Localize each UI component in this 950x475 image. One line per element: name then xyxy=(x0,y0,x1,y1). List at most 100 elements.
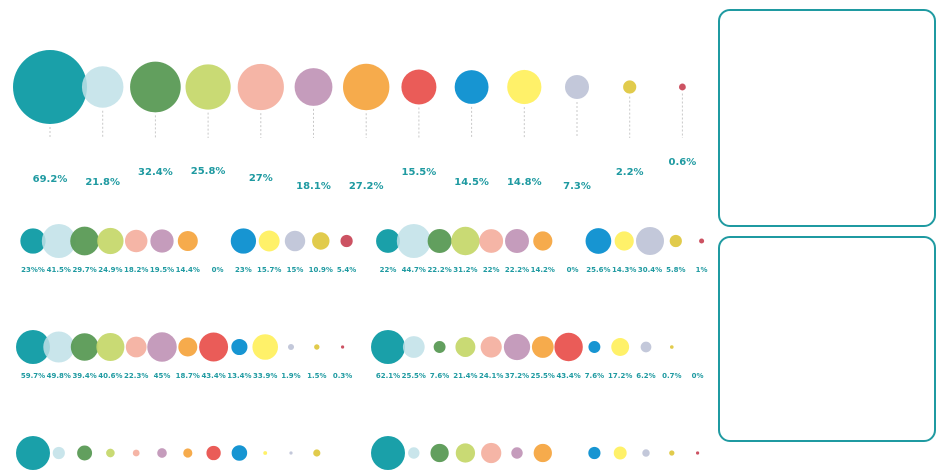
bubble-9 xyxy=(231,445,248,461)
bubble-11 xyxy=(642,449,650,457)
bubble-3 xyxy=(70,226,99,256)
bubble-1 xyxy=(371,436,405,470)
value-label: 14.5% xyxy=(454,177,489,188)
bubble-12 xyxy=(314,344,320,350)
value-label: 14.3% xyxy=(612,266,636,274)
value-label: 37.2% xyxy=(505,372,529,380)
bubble-9 xyxy=(585,228,612,254)
bubble-6 xyxy=(294,68,333,106)
bubble-13 xyxy=(341,345,345,349)
value-label: 6.2% xyxy=(636,372,655,380)
bubble-9 xyxy=(454,70,489,104)
value-label: 1.5% xyxy=(307,372,326,380)
bubble-5 xyxy=(481,442,502,464)
value-label: 31.2% xyxy=(453,266,477,274)
bubble-8 xyxy=(199,332,229,362)
value-label: 17.2% xyxy=(608,372,632,380)
value-label: 2.2% xyxy=(616,167,644,178)
value-label: 23%% xyxy=(21,266,45,274)
bubble-1 xyxy=(16,330,50,364)
bubble-6 xyxy=(150,229,174,253)
bubble-2 xyxy=(408,447,420,459)
value-label: 62.1% xyxy=(376,372,400,380)
bubble-4 xyxy=(97,227,124,255)
bubble-2 xyxy=(43,331,75,363)
bubble-6 xyxy=(503,333,531,361)
bubble-13 xyxy=(340,234,353,248)
bubble-7 xyxy=(531,336,554,358)
value-label: 24.1% xyxy=(479,372,503,380)
bubble-4 xyxy=(455,337,476,357)
bubble-11 xyxy=(289,451,293,455)
value-label: 5.4% xyxy=(337,266,356,274)
bubble-7 xyxy=(177,230,198,252)
bubble-5 xyxy=(125,336,147,358)
bubble-2 xyxy=(52,446,65,460)
bubble-2 xyxy=(41,224,76,258)
bubble-3 xyxy=(130,61,181,113)
bubble-10 xyxy=(613,446,627,460)
value-label: 49.8% xyxy=(47,372,71,380)
bubble-group-row2-left: 59.7% 49.8% 39.4% 40.6% 22.3% 45% 18.7% 43.4% 13… xyxy=(16,330,352,380)
value-label: 59.7% xyxy=(21,372,45,380)
bubble-1 xyxy=(376,229,400,253)
value-label: 40.6% xyxy=(98,372,122,380)
bubble-7 xyxy=(533,231,553,251)
bubble-10 xyxy=(252,334,279,360)
bubble-10 xyxy=(263,451,268,455)
bubble-2 xyxy=(402,336,425,358)
bubble-1 xyxy=(16,436,50,470)
bubble-5 xyxy=(132,449,140,457)
value-label: 13.4% xyxy=(227,372,251,380)
bubble-3 xyxy=(430,443,449,463)
value-label: 24.9% xyxy=(98,266,122,274)
value-label: 22.2% xyxy=(427,266,451,274)
bubble-6 xyxy=(147,332,177,362)
value-label: 0.6% xyxy=(669,157,697,168)
bubble-9 xyxy=(588,446,601,460)
bubble-1 xyxy=(371,330,405,364)
bubble-11 xyxy=(564,74,590,100)
bubble-4 xyxy=(96,332,125,362)
bubble-11 xyxy=(287,343,295,351)
value-label: 22.2% xyxy=(505,266,529,274)
bubble-3 xyxy=(427,229,452,253)
bubble-8 xyxy=(554,332,583,362)
bubble-13 xyxy=(699,238,705,244)
bubble-7 xyxy=(178,337,198,357)
value-label: 18.1% xyxy=(296,181,331,192)
bubble-2 xyxy=(396,224,431,258)
bubble-7 xyxy=(183,448,193,458)
bubble-12 xyxy=(312,232,330,250)
bubble-12 xyxy=(313,449,321,457)
value-label: 22% xyxy=(380,266,397,274)
bubble-group-row1-left: 23%% 41.5% 29.7% 24.9% 18.2% 19.5% 14.4% 0% 23% 1… xyxy=(20,224,356,274)
bubble-4 xyxy=(106,448,115,458)
bubble-7 xyxy=(533,443,552,463)
value-label: 18.7% xyxy=(176,372,200,380)
value-label: 25.8% xyxy=(191,166,226,177)
value-label: 1% xyxy=(696,266,708,274)
bubble-12 xyxy=(669,345,674,349)
side-panel-top xyxy=(718,9,936,227)
bubble-group-row1-right: 22% 44.7% 22.2% 31.2% 22% 22.2% 14.2% 0% 25.6% 14… xyxy=(376,224,708,274)
value-label: 5.8% xyxy=(666,266,685,274)
bubble-6 xyxy=(505,229,529,253)
value-label: 27.2% xyxy=(349,181,384,192)
value-label: 45% xyxy=(154,372,171,380)
bubble-12 xyxy=(669,450,675,456)
bubble-9 xyxy=(588,341,601,353)
bubble-5 xyxy=(237,63,284,111)
value-label: 18.2% xyxy=(124,266,148,274)
bubble-2 xyxy=(81,66,124,108)
bubble-11 xyxy=(284,230,306,252)
value-label: 15.5% xyxy=(402,167,437,178)
bubble-13 xyxy=(678,83,686,91)
bubble-8 xyxy=(206,445,221,461)
bubble-3 xyxy=(77,445,93,461)
bubble-4 xyxy=(455,443,476,463)
value-label: 0% xyxy=(692,372,704,380)
value-label: 25.6% xyxy=(586,266,610,274)
bubble-1 xyxy=(13,50,87,124)
value-label: 0.3% xyxy=(333,372,352,380)
